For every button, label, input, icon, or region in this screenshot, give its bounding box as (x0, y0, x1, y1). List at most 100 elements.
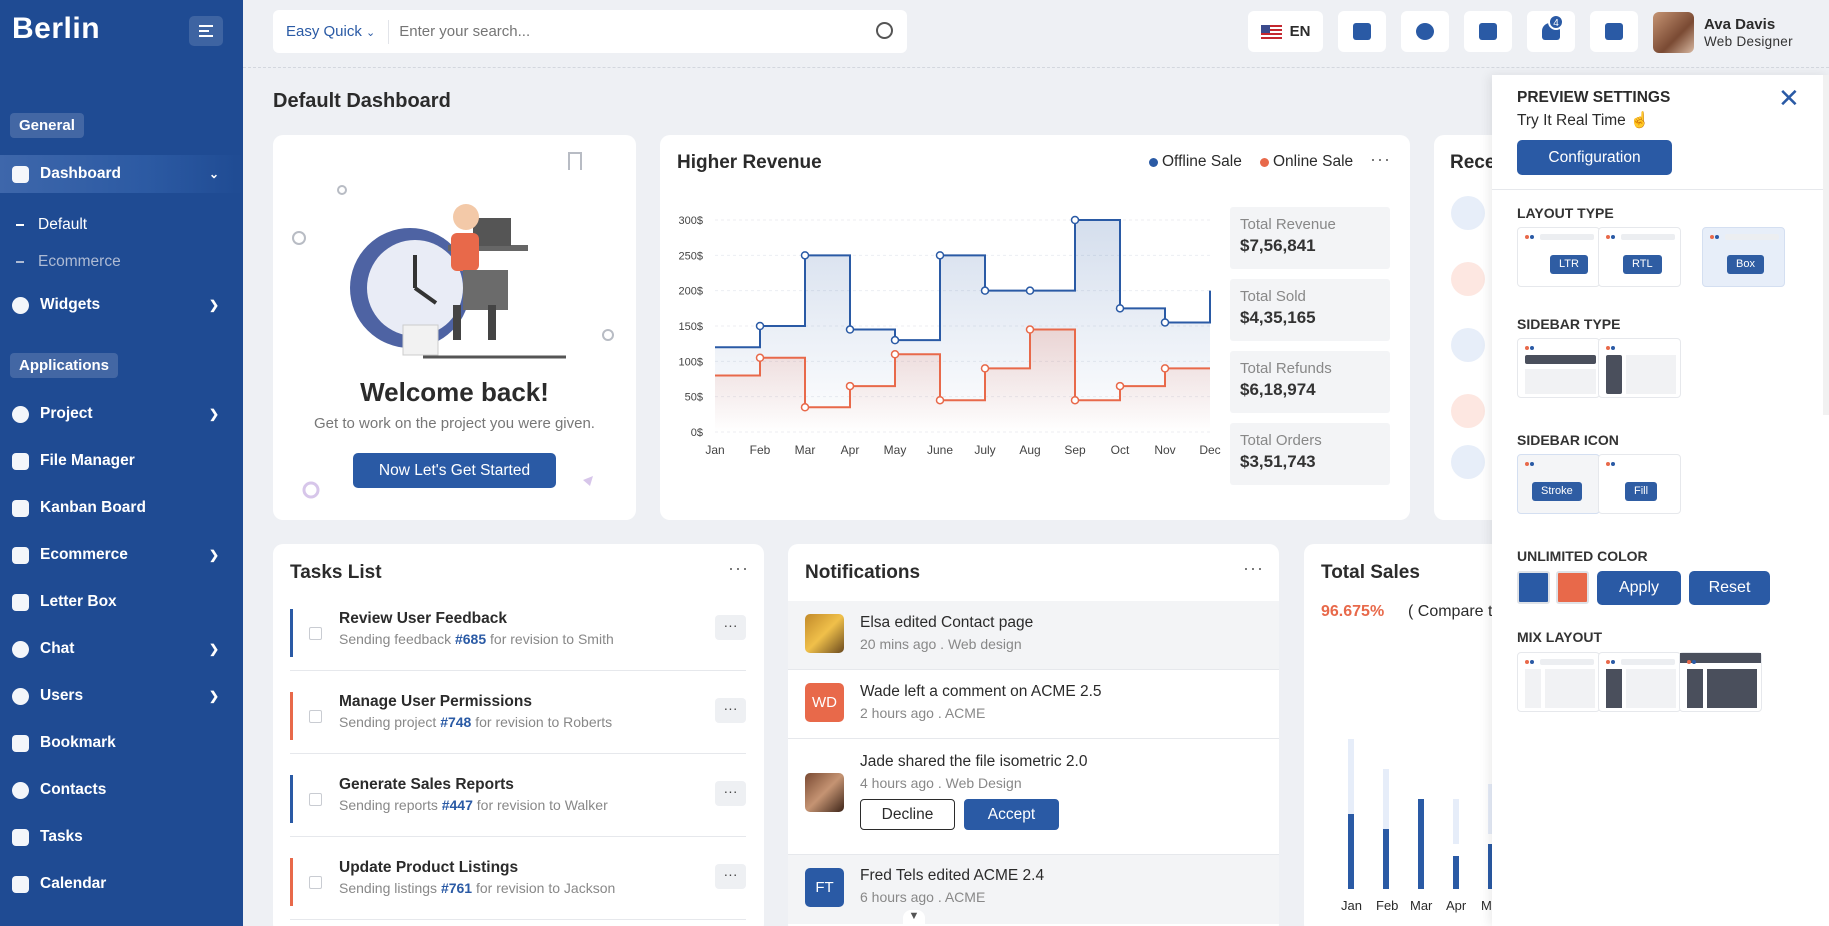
stat-value: $4,35,165 (1240, 308, 1316, 327)
task-checkbox[interactable] (309, 627, 322, 640)
more-options-icon[interactable]: ··· (728, 558, 749, 578)
mix-layout-light[interactable] (1517, 652, 1600, 712)
sidebar-type-horizontal[interactable] (1517, 338, 1600, 398)
task-checkbox[interactable] (309, 793, 322, 806)
bookmark-button[interactable] (1464, 11, 1512, 52)
reset-color-button[interactable]: Reset (1689, 571, 1770, 605)
task-id-link[interactable]: #685 (454, 631, 487, 647)
notification-item[interactable]: Jade shared the file isometric 2.0 4 hou… (788, 739, 1279, 855)
accept-button[interactable]: Accept (964, 799, 1059, 830)
sidebar-item-kanban-board[interactable]: Kanban Board (0, 489, 243, 527)
sidebar-type-label: SIDEBAR TYPE (1517, 316, 1621, 332)
data-point (755, 321, 765, 331)
sidebar-item-project[interactable]: Project ❯ (0, 395, 243, 433)
preview-settings-panel: PREVIEW SETTINGS Try It Real Time ☝ ✕ Co… (1492, 75, 1829, 926)
task-id-link[interactable]: #748 (440, 714, 472, 730)
hamburger-icon (199, 30, 209, 32)
layout-option-box[interactable]: Box (1702, 227, 1785, 287)
page-scrollbar[interactable] (1823, 75, 1829, 415)
more-options-icon[interactable]: ··· (1370, 149, 1391, 169)
sidebar-item-bookmark[interactable]: Bookmark (0, 724, 243, 762)
sidebar-icon-fill[interactable]: Fill (1598, 454, 1681, 514)
sidebar-sub-default[interactable]: Default (16, 216, 87, 234)
language-selector[interactable]: EN (1248, 11, 1323, 52)
close-icon[interactable]: ✕ (1778, 83, 1800, 113)
task-more-button[interactable]: ··· (715, 615, 746, 640)
sidebar-item-chat[interactable]: Chat ❯ (0, 630, 243, 668)
search-icon[interactable] (876, 22, 893, 39)
sidebar-item-calendar[interactable]: Calendar (0, 865, 243, 903)
chevron-right-icon: ❯ (208, 548, 219, 562)
sidebar-item-letter-box[interactable]: Letter Box (0, 583, 243, 621)
more-options-icon[interactable]: ··· (1243, 558, 1264, 578)
logo[interactable]: Berlin (12, 12, 101, 45)
info-icon (12, 405, 29, 423)
x-tick-label: Aug (1019, 443, 1040, 457)
search-input[interactable] (399, 23, 860, 40)
sidebar-item-label: Ecommerce (40, 546, 128, 563)
bookmark-icon[interactable] (568, 152, 582, 170)
phone-icon (12, 781, 29, 799)
mix-layout-dark[interactable] (1679, 652, 1762, 712)
apply-color-button[interactable]: Apply (1597, 571, 1681, 605)
notification-avatar-initials: FT (805, 868, 844, 907)
task-title: Manage User Permissions (339, 693, 532, 710)
language-label: EN (1289, 23, 1311, 40)
task-subtitle-text: for revision to Walker (472, 797, 608, 813)
sidebar-icon-stroke[interactable]: Stroke (1517, 454, 1600, 514)
sidebar-item-label: File Manager (40, 452, 135, 469)
user-avatar[interactable] (1653, 12, 1694, 53)
task-more-button[interactable]: ··· (715, 864, 746, 889)
legend-online[interactable]: Online Sale (1260, 153, 1353, 171)
primary-color-swatch[interactable] (1517, 571, 1550, 604)
task-more-button[interactable]: ··· (715, 698, 746, 723)
scroll-down-icon[interactable]: ▼ (903, 910, 925, 926)
dark-mode-button[interactable] (1401, 11, 1449, 52)
configuration-button[interactable]: Configuration (1517, 140, 1672, 175)
sidebar-item-dashboard[interactable]: Dashboard ⌄ (0, 155, 243, 193)
layout-type-label: LAYOUT TYPE (1517, 205, 1614, 221)
task-id-link[interactable]: #447 (441, 797, 473, 813)
notification-avatar (805, 773, 844, 812)
stat-label: Total Revenue (1240, 216, 1336, 233)
cart-button[interactable] (1338, 11, 1386, 52)
sidebar-type-vertical[interactable] (1598, 338, 1681, 398)
layout-option-rtl[interactable]: RTL (1598, 227, 1681, 287)
notification-subtitle: 6 hours ago . ACME (860, 889, 986, 905)
sidebar-item-tasks[interactable]: Tasks (0, 818, 243, 856)
notification-item[interactable]: WD Wade left a comment on ACME 2.5 2 hou… (788, 670, 1279, 739)
sidebar-item-file-manager[interactable]: File Manager (0, 442, 243, 480)
messages-button[interactable] (1590, 11, 1638, 52)
task-subtitle-text: Sending listings (339, 880, 441, 896)
task-checkbox[interactable] (309, 710, 322, 723)
hamburger-icon (199, 35, 213, 37)
task-id-link[interactable]: #761 (440, 880, 473, 896)
confetti-decoration (302, 476, 593, 499)
sidebar-icon-label: SIDEBAR ICON (1517, 432, 1619, 448)
mix-layout-sidebar-dark[interactable] (1598, 652, 1681, 712)
task-item: Generate Sales Reports Sending reports #… (290, 765, 746, 837)
sidebar-sub-ecommerce[interactable]: Ecommerce (16, 253, 121, 271)
notification-item[interactable]: FT Fred Tels edited ACME 2.4 6 hours ago… (788, 855, 1279, 924)
legend-offline[interactable]: Offline Sale (1149, 153, 1242, 171)
legend-dot (1149, 157, 1158, 167)
get-started-button[interactable]: Now Let's Get Started (353, 453, 556, 488)
task-title: Update Product Listings (339, 859, 519, 876)
sidebar-item-widgets[interactable]: Widgets ❯ (0, 286, 243, 324)
sidebar-item-ecommerce[interactable]: Ecommerce ❯ (0, 536, 243, 574)
sales-bar-bg (1348, 739, 1354, 831)
task-checkbox[interactable] (309, 876, 322, 889)
legend-label: Offline Sale (1162, 153, 1242, 170)
sidebar-item-contacts[interactable]: Contacts (0, 771, 243, 809)
search-scope-dropdown[interactable]: Easy Quick ⌄ (273, 19, 390, 44)
decline-button[interactable]: Decline (860, 799, 955, 830)
layout-option-ltr[interactable]: LTR (1517, 227, 1600, 287)
task-more-button[interactable]: ··· (715, 781, 746, 806)
series-line (715, 219, 1211, 349)
user-name[interactable]: Ava Davis (1704, 16, 1776, 33)
sidebar-item-users[interactable]: Users ❯ (0, 677, 243, 715)
dollar-icon (1451, 262, 1485, 296)
secondary-color-swatch[interactable] (1556, 571, 1589, 604)
notification-item[interactable]: Elsa edited Contact page 20 mins ago . W… (788, 601, 1279, 670)
menu-toggle-button[interactable] (189, 16, 223, 46)
